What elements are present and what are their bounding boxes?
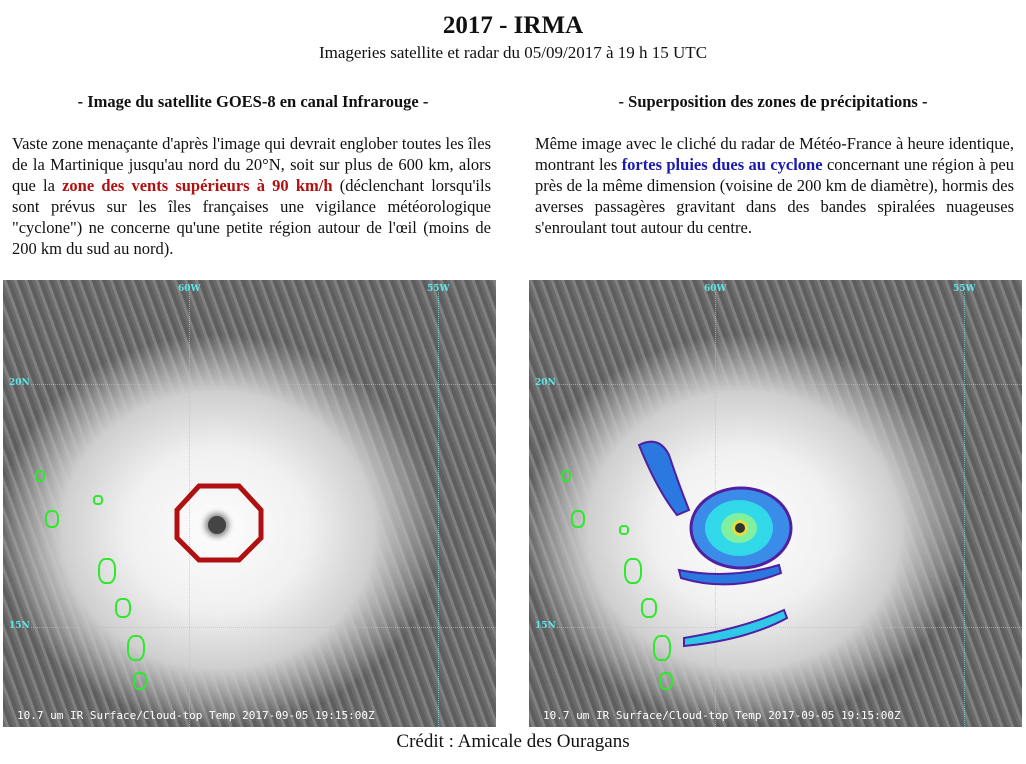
image-caption: 10.7 um IR Surface/Cloud-top Temp 2017-0… [17, 709, 375, 722]
text: Vaste zone menaçante d'après l'image qui… [12, 134, 491, 195]
lat-label: 20N [535, 378, 556, 388]
island [127, 635, 145, 661]
wind-zone-octagon-icon [174, 483, 264, 563]
island [561, 470, 571, 482]
right-paragraph: Même image avec le cliché du radar de Mé… [535, 133, 1014, 238]
satellite-radar-overlay-image: 60W 55W 20N 15N 10.7 um IR Surface/Cloud… [529, 280, 1022, 727]
page-title: 2017 - IRMA [442, 12, 584, 39]
island [93, 495, 103, 505]
island [571, 510, 585, 528]
cyclone-eye [208, 516, 226, 534]
left-heading: - Image du satellite GOES-8 en canal Inf… [77, 92, 429, 111]
lon-label: 60W [178, 284, 201, 294]
text: concernant une région à peu près de la m… [535, 155, 1014, 237]
lat-label: 20N [9, 378, 30, 388]
island [115, 598, 131, 618]
page-subtitle: Imageries satellite et radar du 05/09/20… [318, 43, 708, 62]
lon-label: 60W [704, 284, 727, 294]
island [619, 525, 629, 535]
rain-highlight: fortes pluies dues au cyclone [621, 155, 823, 174]
right-heading: - Superposition des zones de précipitati… [618, 92, 928, 111]
island [133, 672, 147, 690]
left-paragraph: Vaste zone menaçante d'après l'image qui… [12, 133, 491, 259]
island [35, 470, 45, 482]
radar-precipitation-overlay [637, 440, 793, 648]
island [624, 558, 642, 584]
island [45, 510, 59, 528]
island [659, 672, 673, 690]
lat-label: 15N [9, 621, 30, 631]
credit: Crédit : Amicale des Ouragans [396, 731, 630, 752]
island [653, 635, 671, 661]
lat-label: 15N [535, 621, 556, 631]
island [641, 598, 657, 618]
lon-label: 55W [427, 284, 450, 294]
text: Même image avec le cliché du radar de Mé… [535, 134, 1014, 174]
satellite-image-infrared: 60W 55W 20N 15N 10.7 um IR Surface/Cloud… [3, 280, 496, 727]
image-caption: 10.7 um IR Surface/Cloud-top Temp 2017-0… [543, 709, 901, 722]
island [98, 558, 116, 584]
lon-label: 55W [953, 284, 976, 294]
text: (déclenchant lorsqu'ils sont prévus sur … [12, 176, 492, 258]
wind-zone-highlight: zone des vents supérieurs à 90 km/h [62, 176, 333, 195]
